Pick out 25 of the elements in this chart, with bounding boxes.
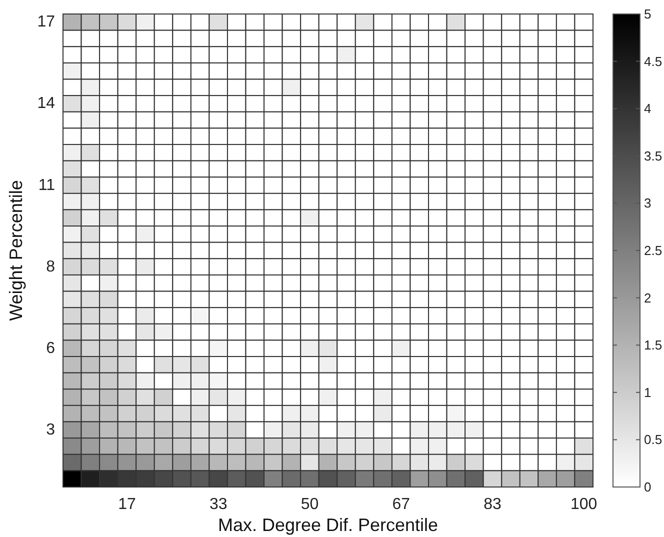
x-tick-label: 50 [300,496,319,513]
color-bar-label: 3.5 [644,148,662,164]
y-tick-label: 6 [46,340,56,357]
x-tick-label: 17 [118,496,136,513]
x-tick-label: 83 [484,496,502,513]
color-bar-label: 0.5 [644,432,662,448]
x-axis-title: Max. Degree Dif. Percentile [218,515,438,535]
y-tick-label: 3 [46,421,56,438]
x-tick-label: 33 [209,496,228,513]
y-tick-label: 17 [37,14,56,31]
color-bar-label: 1 [644,384,652,400]
y-tick-label: 8 [46,258,56,276]
color-bar-label: 4 [644,101,652,116]
color-bar-label: 2 [644,290,652,306]
color-bar-label: 5 [644,6,652,22]
color-bar-label: 0 [644,480,652,494]
y-tick-label: 11 [38,176,56,194]
y-axis-title: Weight Percentile [6,180,26,321]
x-tick-label: 100 [570,496,598,513]
color-bar-label: 2.5 [644,243,662,258]
color-bar-label: 1.5 [644,338,662,353]
color-bar-label: 3 [644,196,652,211]
x-tick-label: 67 [392,496,410,513]
color-bar-label: 4.5 [644,54,662,69]
y-tick-label: 14 [37,95,56,112]
